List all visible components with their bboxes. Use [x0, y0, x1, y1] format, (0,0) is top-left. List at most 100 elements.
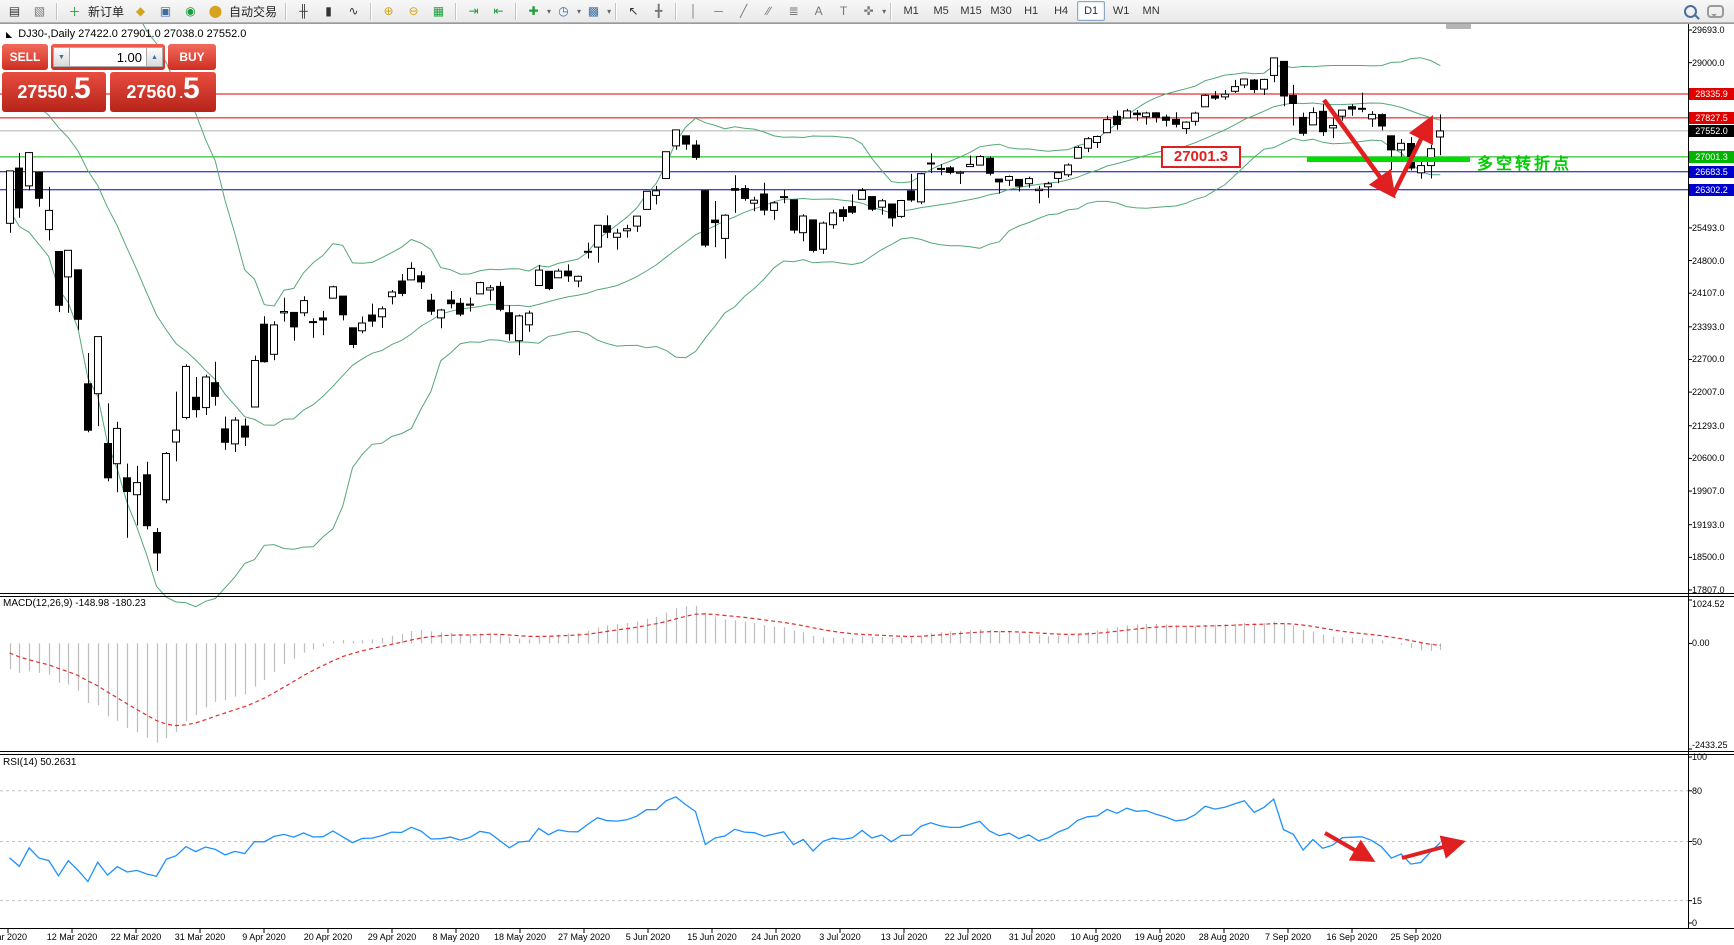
date-label: 8 May 2020 — [432, 932, 480, 942]
buy-price-dot: . — [179, 86, 183, 101]
y-tick-label: 22007.0 — [1692, 387, 1725, 398]
buy-button[interactable]: BUY — [168, 44, 216, 70]
volume-decrease-button[interactable]: ▼ — [53, 47, 70, 67]
periods-icon[interactable]: ◷ — [558, 4, 569, 18]
date-label: 22 Jul 2020 — [944, 932, 992, 942]
macd-tick-label: -2433.25 — [1692, 740, 1728, 750]
price-tag: 27827.5 — [1689, 111, 1734, 124]
channel-icon[interactable]: ∕∕ — [766, 4, 771, 18]
terminal-icon[interactable]: ▤ — [8, 4, 21, 18]
rsi-value: 50.2631 — [40, 757, 77, 768]
dropdown-caret[interactable]: ▾ — [607, 6, 612, 16]
chart-scrollbar-thumb[interactable] — [1446, 24, 1471, 29]
y-tick-label: 29000.0 — [1692, 57, 1725, 68]
price-tag: 26683.5 — [1689, 165, 1734, 178]
date-label: 12 Mar 2020 — [46, 932, 98, 942]
buy-price-main: 27560 — [126, 82, 177, 102]
date-label: 27 May 2020 — [557, 932, 611, 942]
metaeditor-icon[interactable]: ▣ — [159, 4, 172, 18]
auto-scroll-icon[interactable]: ⇥ — [468, 4, 479, 18]
zoom-out-icon[interactable]: ⊖ — [408, 4, 419, 18]
text-icon[interactable]: A — [814, 4, 823, 18]
date-label: 25 Sep 2020 — [1390, 932, 1442, 942]
sell-price-main: 27550 — [17, 82, 68, 102]
tf-mn[interactable]: MN — [1142, 5, 1160, 17]
horizontal-line-icon[interactable]: ─ — [714, 4, 723, 18]
y-tick-label: 29693.0 — [1692, 25, 1725, 35]
trendline-icon[interactable]: ╱ — [739, 4, 748, 18]
navigator-icon[interactable]: ◆ — [135, 4, 146, 18]
search-icon[interactable] — [1684, 4, 1697, 18]
sell-price-panel[interactable]: 27550 . 5 — [2, 72, 106, 112]
volume-increase-button[interactable]: ▲ — [146, 47, 163, 67]
symbol-name: DJ30-,Daily — [18, 28, 76, 40]
data-window-icon[interactable]: ▧ — [33, 4, 46, 18]
toolbar-separator — [285, 2, 288, 20]
toolbar-separator — [56, 2, 58, 20]
arrows-icon[interactable]: ✜ — [863, 4, 874, 18]
rsi-tick-label: 80 — [1692, 785, 1703, 796]
main-toolbar: ▤ ▧ ＋ 新订单 ◆ ▣ ◉ ⬤ 自动交易 ╫ ▮ ∿ ⊕ ⊖ ▦ ⇥ ⇤ ✚… — [0, 0, 1734, 23]
dropdown-caret[interactable]: ▾ — [882, 6, 887, 16]
macd-tick-label: 1024.52 — [1692, 599, 1725, 609]
rsi-tick-label: 0 — [1692, 918, 1698, 928]
tf-m5[interactable]: M5 — [933, 5, 949, 17]
macd-values: -148.98 -180.23 — [75, 598, 146, 609]
turning-point-label[interactable]: 多空转折点 — [1477, 156, 1573, 173]
volume-input[interactable]: 1.00 — [70, 47, 146, 67]
date-label: 19 Aug 2020 — [1134, 932, 1186, 942]
autotrading-icon[interactable]: ⬤ — [208, 4, 223, 18]
date-label: 18 May 2020 — [493, 932, 547, 942]
vertical-line-icon[interactable]: │ — [689, 4, 698, 18]
tf-h4[interactable]: H4 — [1054, 5, 1069, 17]
toolbar-separator — [890, 2, 893, 20]
dropdown-caret[interactable]: ▾ — [547, 6, 552, 16]
date-label: 24 Jun 2020 — [751, 932, 801, 942]
cursor-icon[interactable]: ↖ — [628, 4, 639, 18]
tf-m30[interactable]: M30 — [990, 5, 1012, 17]
price-tag: 27552.0 — [1689, 124, 1734, 137]
tf-h1[interactable]: H1 — [1024, 5, 1039, 17]
macd-label: MACD(12,26,9) -148.98 -180.23 — [3, 598, 146, 609]
volume-spinner: ▼ 1.00 ▲ — [51, 44, 165, 70]
macd-tick-label: 0.00 — [1692, 638, 1710, 649]
chart-shift-icon[interactable]: ⇤ — [493, 4, 504, 18]
tf-w1[interactable]: W1 — [1112, 5, 1130, 17]
sell-price-frac: 5 — [74, 72, 91, 105]
fibonacci-icon[interactable]: ≣ — [788, 4, 799, 18]
candlestick-chart-icon[interactable]: ▮ — [325, 4, 332, 18]
bar-chart-icon[interactable]: ╫ — [299, 4, 308, 18]
indicators-icon[interactable]: ✚ — [528, 4, 539, 18]
date-label: 13 Jul 2020 — [880, 932, 928, 942]
date-label: 20 Apr 2020 — [303, 932, 353, 942]
label-icon[interactable]: T — [839, 4, 848, 18]
sell-price-dot: . — [70, 86, 74, 101]
date-label: 7 Sep 2020 — [1264, 932, 1312, 942]
line-chart-icon[interactable]: ∿ — [348, 4, 359, 18]
chat-icon[interactable] — [1707, 4, 1724, 18]
sell-button[interactable]: SELL — [2, 44, 48, 70]
buy-price-frac: 5 — [183, 72, 200, 105]
crosshair-icon[interactable]: ╋ — [654, 4, 663, 18]
tf-d1[interactable]: D1 — [1077, 1, 1106, 21]
price-annotation-box[interactable]: 27001.3 — [1161, 146, 1241, 168]
price-tag: 26302.2 — [1689, 183, 1734, 196]
new-order-icon[interactable]: ＋ — [68, 4, 81, 19]
signals-icon[interactable]: ◉ — [185, 4, 196, 18]
tile-windows-icon[interactable]: ▦ — [432, 4, 445, 18]
y-tick-label: 24107.0 — [1692, 288, 1725, 299]
y-tick-label: 23393.0 — [1692, 321, 1725, 332]
new-order-label[interactable]: 新订单 — [88, 4, 125, 19]
templates-icon[interactable]: ▩ — [587, 4, 600, 18]
tf-m15[interactable]: M15 — [960, 5, 982, 17]
date-label: 9 Apr 2020 — [242, 932, 286, 942]
price-tag: 27001.3 — [1689, 150, 1734, 163]
dropdown-caret[interactable]: ▾ — [577, 6, 582, 16]
symbol-ohlc: 27422.0 27901.0 27038.0 27552.0 — [78, 28, 247, 40]
zoom-in-icon[interactable]: ⊕ — [383, 4, 394, 18]
tf-m1[interactable]: M1 — [903, 5, 919, 17]
autotrading-label[interactable]: 自动交易 — [229, 4, 278, 19]
date-label: 3 Jul 2020 — [819, 932, 861, 942]
buy-price-panel[interactable]: 27560 . 5 — [110, 72, 216, 112]
